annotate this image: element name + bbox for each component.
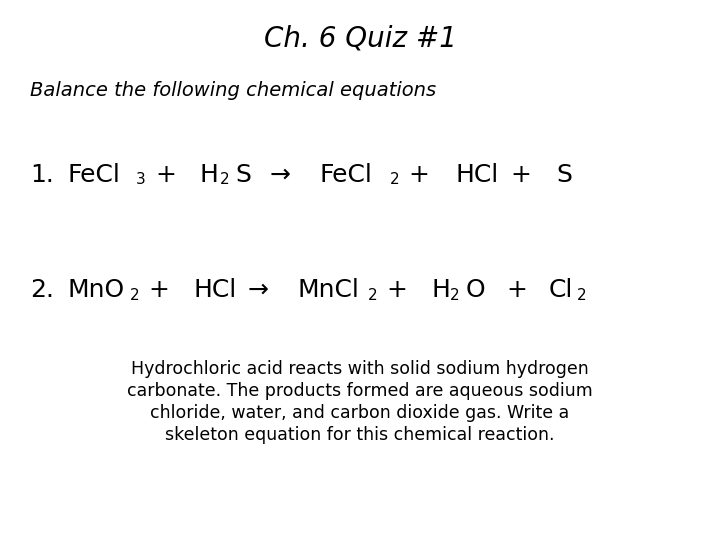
Text: Hydrochloric acid reacts with solid sodium hydrogen: Hydrochloric acid reacts with solid sodi… (131, 360, 589, 378)
Text: Ch. 6 Quiz #1: Ch. 6 Quiz #1 (264, 24, 456, 52)
Text: chloride, water, and carbon dioxide gas. Write a: chloride, water, and carbon dioxide gas.… (150, 404, 570, 422)
Text: MnCl: MnCl (298, 278, 360, 302)
Text: carbonate. The products formed are aqueous sodium: carbonate. The products formed are aqueo… (127, 382, 593, 400)
Text: 2: 2 (368, 287, 377, 302)
Text: 2.: 2. (30, 278, 54, 302)
Text: H: H (200, 163, 219, 187)
Text: skeleton equation for this chemical reaction.: skeleton equation for this chemical reac… (166, 426, 554, 444)
Text: HCl: HCl (193, 278, 236, 302)
Text: 2: 2 (577, 287, 587, 302)
Text: 2: 2 (130, 287, 140, 302)
Text: FeCl: FeCl (68, 163, 121, 187)
Text: →: → (270, 163, 291, 187)
Text: 2: 2 (220, 172, 230, 187)
Text: O: O (466, 278, 485, 302)
Text: 1.: 1. (30, 163, 54, 187)
Text: S: S (235, 163, 251, 187)
Text: →: → (248, 278, 269, 302)
Text: +: + (408, 163, 429, 187)
Text: +: + (386, 278, 407, 302)
Text: 2: 2 (450, 287, 459, 302)
Text: +: + (506, 278, 527, 302)
Text: Cl: Cl (549, 278, 573, 302)
Text: +: + (510, 163, 531, 187)
Text: S: S (556, 163, 572, 187)
Text: +: + (148, 278, 169, 302)
Text: Balance the following chemical equations: Balance the following chemical equations (30, 80, 436, 99)
Text: 3: 3 (136, 172, 145, 187)
Text: H: H (431, 278, 450, 302)
Text: HCl: HCl (455, 163, 498, 187)
Text: 2: 2 (390, 172, 400, 187)
Text: MnO: MnO (68, 278, 125, 302)
Text: FeCl: FeCl (320, 163, 373, 187)
Text: +: + (155, 163, 176, 187)
